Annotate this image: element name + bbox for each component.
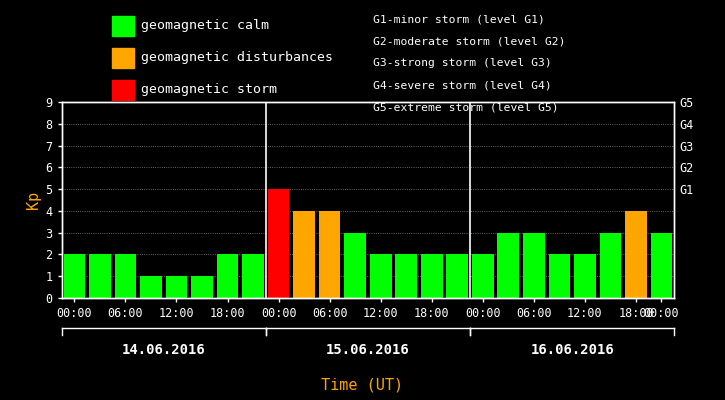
- Bar: [574, 254, 596, 298]
- Bar: [140, 276, 162, 298]
- Bar: [64, 254, 86, 298]
- Bar: [549, 254, 571, 298]
- Text: geomagnetic calm: geomagnetic calm: [141, 20, 270, 32]
- Bar: [650, 233, 672, 298]
- Bar: [89, 254, 111, 298]
- Bar: [268, 189, 289, 298]
- Text: G3-strong storm (level G3): G3-strong storm (level G3): [373, 58, 552, 68]
- Bar: [242, 254, 264, 298]
- Bar: [421, 254, 442, 298]
- Bar: [497, 233, 519, 298]
- Bar: [319, 211, 341, 298]
- Bar: [447, 254, 468, 298]
- Bar: [370, 254, 392, 298]
- Text: G1-minor storm (level G1): G1-minor storm (level G1): [373, 14, 545, 24]
- Bar: [472, 254, 494, 298]
- Text: 14.06.2016: 14.06.2016: [122, 343, 206, 357]
- Text: G4-severe storm (level G4): G4-severe storm (level G4): [373, 80, 552, 90]
- Text: G2-moderate storm (level G2): G2-moderate storm (level G2): [373, 36, 566, 46]
- Bar: [165, 276, 187, 298]
- Bar: [191, 276, 213, 298]
- Text: 15.06.2016: 15.06.2016: [326, 343, 410, 357]
- Bar: [625, 211, 647, 298]
- Bar: [523, 233, 544, 298]
- Text: Time (UT): Time (UT): [321, 378, 404, 393]
- Text: geomagnetic storm: geomagnetic storm: [141, 84, 278, 96]
- Bar: [395, 254, 417, 298]
- Bar: [344, 233, 366, 298]
- Bar: [600, 233, 621, 298]
- Text: geomagnetic disturbances: geomagnetic disturbances: [141, 52, 334, 64]
- Y-axis label: Kp: Kp: [26, 191, 41, 209]
- Bar: [217, 254, 239, 298]
- Text: 16.06.2016: 16.06.2016: [530, 343, 614, 357]
- Text: G5-extreme storm (level G5): G5-extreme storm (level G5): [373, 102, 559, 112]
- Bar: [294, 211, 315, 298]
- Bar: [115, 254, 136, 298]
